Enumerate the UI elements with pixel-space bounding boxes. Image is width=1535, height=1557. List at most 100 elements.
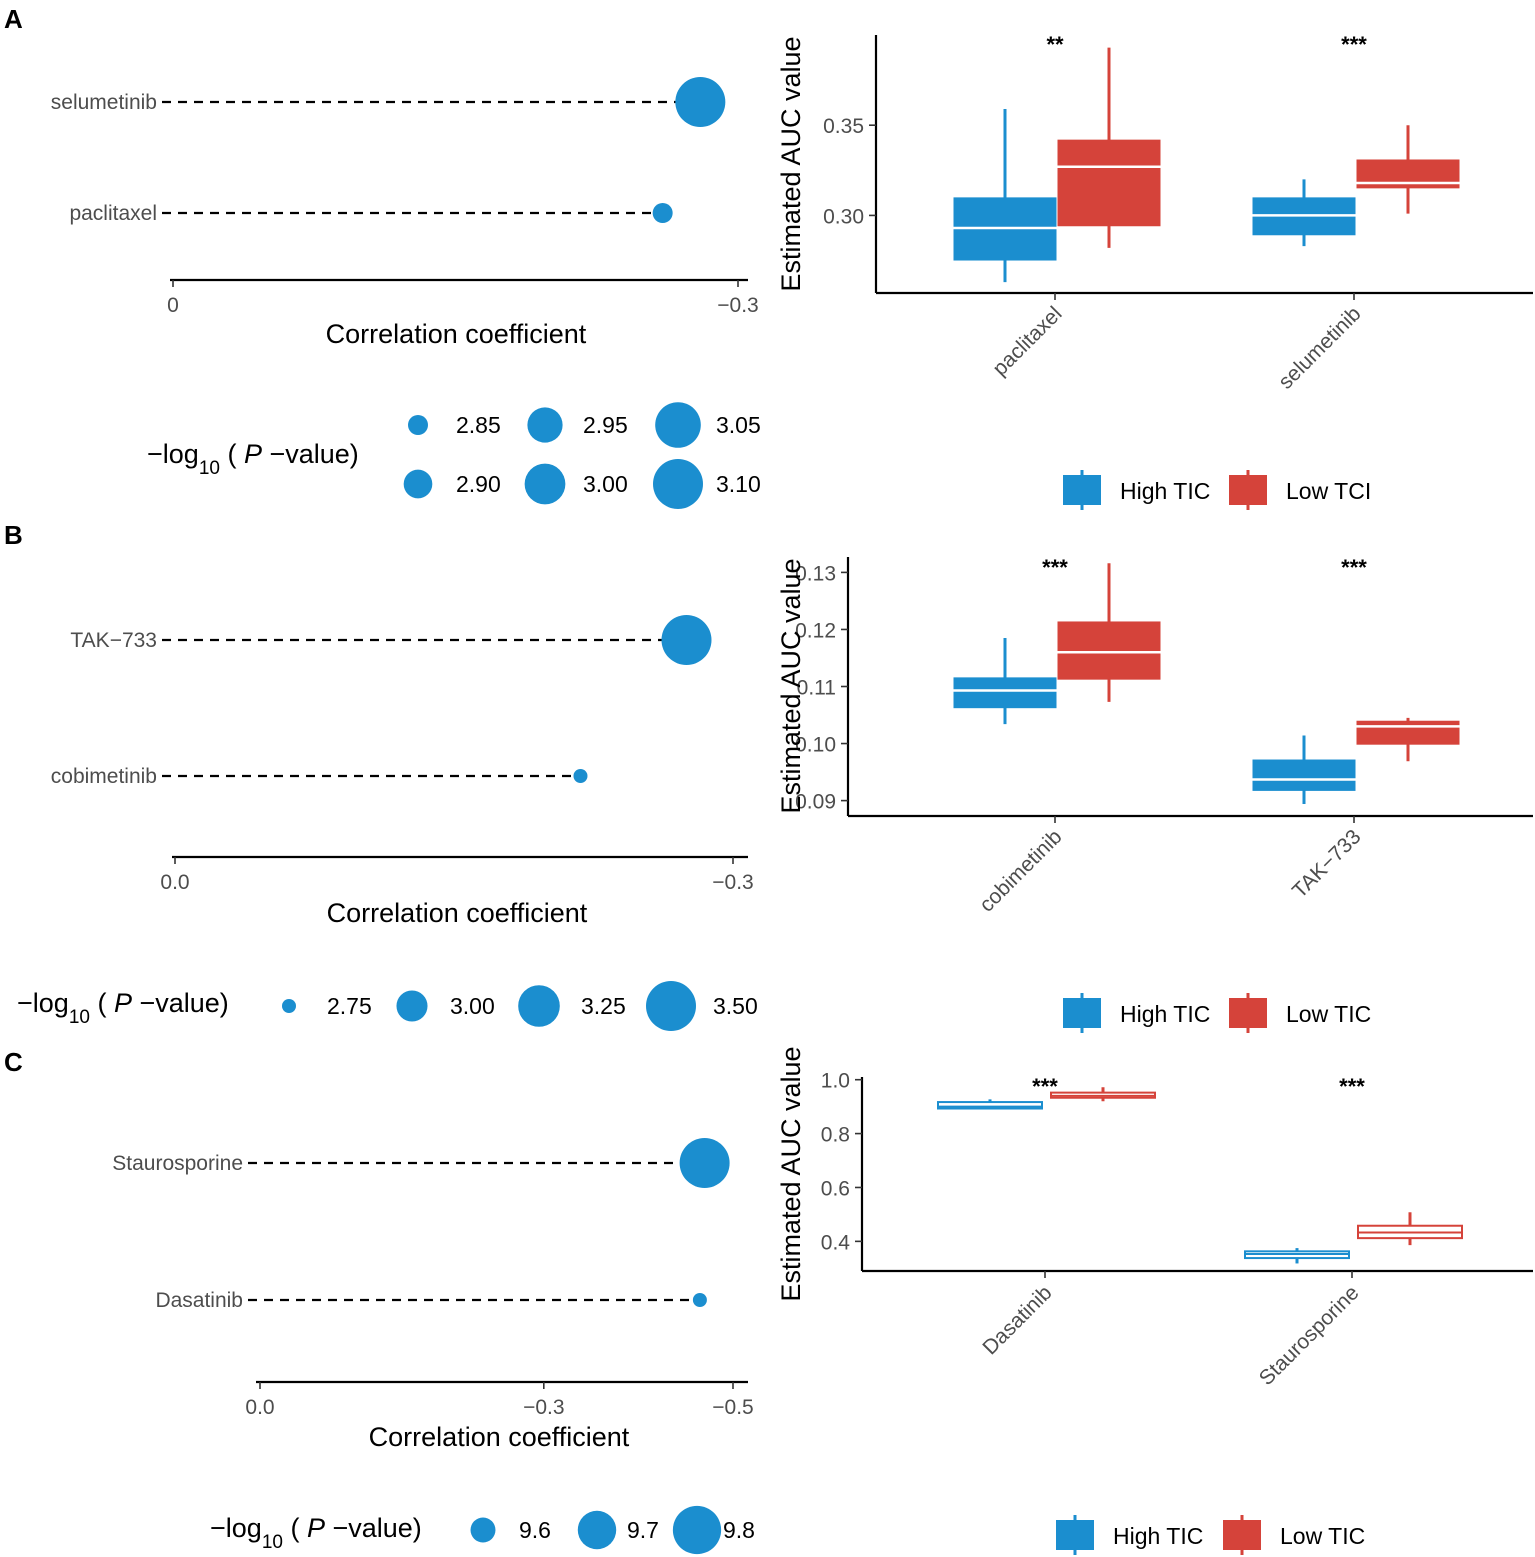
legend-label: 2.95 [583, 412, 628, 438]
x-category-label: cobimetinib [975, 825, 1066, 916]
drug-label: TAK−733 [70, 629, 157, 652]
y-tick-label: 0.11 [797, 677, 836, 700]
significance-label: *** [1341, 32, 1367, 57]
size-legend: −log10 ( P −value) 2.75 3.00 3.25 3.50 [17, 981, 758, 1031]
legend-title-prefix: −log [17, 988, 69, 1018]
y-axis-title: Estimated AUC value [776, 36, 806, 291]
significance-label: *** [1042, 555, 1068, 580]
legend-label: 2.85 [456, 412, 501, 438]
size-legend: −log10 ( P −value) 2.85 2.95 3.05 2.90 3.00 3.… [147, 402, 761, 509]
box-high-tic [937, 1099, 1043, 1110]
x-axis-title: Correlation coefficient [369, 1422, 630, 1452]
legend-label: 3.05 [716, 412, 761, 438]
box-body [953, 677, 1057, 709]
box-low-tic [1357, 1212, 1463, 1246]
legend-label: 9.6 [519, 1517, 551, 1543]
lollipop-point [679, 1138, 730, 1188]
box-high-tic [1244, 1248, 1350, 1264]
legend-size-key [527, 407, 563, 443]
legend-title-suffix: −value) [132, 988, 229, 1018]
legend-title-prefix: −log [210, 1513, 262, 1543]
box-body [1057, 621, 1161, 680]
legend-title: −log10 ( P −value) [147, 439, 359, 479]
legend-size-key [524, 463, 566, 505]
legend-size-key [653, 459, 703, 509]
legend-title-ital: P [244, 439, 262, 469]
legend-title-ital: P [114, 988, 132, 1018]
legend-key [1063, 475, 1101, 505]
legend-title-sub: 10 [262, 1532, 283, 1553]
legend-size-key [408, 415, 428, 435]
legend-label: High TIC [1120, 1001, 1210, 1027]
x-axis-title: Correlation coefficient [326, 319, 587, 349]
legend-size-key [282, 999, 296, 1013]
legend-size-key [655, 402, 701, 448]
legend-key [1063, 998, 1101, 1028]
legend-size-key [646, 981, 696, 1031]
legend-label: High TIC [1113, 1523, 1203, 1549]
x-tick-label: −0.3 [712, 871, 753, 894]
x-category-label: Staurosporine [1255, 1281, 1364, 1390]
legend-label: Low TCI [1286, 478, 1371, 504]
panel-letter-b: B [4, 520, 23, 550]
group-legend: High TIC Low TIC [1056, 1515, 1365, 1555]
lollipop-chart-a: selumetinib paclitaxel 0 −0.3 Correlation co… [51, 77, 761, 509]
significance-label: ** [1046, 32, 1064, 57]
y-axis-title: Estimated AUC value [776, 1046, 806, 1301]
legend-title-suffix: −value) [262, 439, 359, 469]
legend-key [1056, 1520, 1094, 1550]
significance-label: *** [1339, 1074, 1365, 1099]
lollipop-chart-b: TAK−733 cobimetinib 0.0 −0.3 Correlation coe… [17, 615, 758, 1031]
x-tick-label: 0.0 [245, 1396, 274, 1419]
y-tick-label: 0.10 [795, 734, 836, 757]
box-body [1356, 720, 1460, 745]
group-legend: High TIC Low TCI [1063, 470, 1371, 510]
legend-label: 3.10 [716, 471, 761, 497]
x-tick-label: 0.0 [160, 871, 189, 894]
legend-key [1223, 1520, 1261, 1550]
significance-label: *** [1032, 1074, 1058, 1099]
legend-size-key [577, 1510, 617, 1550]
legend-title-ital: P [307, 1513, 325, 1543]
y-tick-label: 0.6 [821, 1177, 850, 1200]
legend-title-mid: ( [283, 1513, 307, 1543]
legend-label: 2.90 [456, 471, 501, 497]
y-tick-label: 0.12 [795, 619, 836, 642]
box-high-tic [1252, 179, 1356, 247]
boxplot-chart-c: 0.4 0.6 0.8 1.0 Estimated AUC value Dasatinib… [776, 1046, 1533, 1555]
y-tick-label: 0.09 [795, 791, 836, 814]
box-high-tic [953, 638, 1057, 725]
box-low-tci [1356, 125, 1460, 214]
x-tick-label: −0.3 [523, 1396, 564, 1419]
legend-title-mid: ( [90, 988, 114, 1018]
legend-title-sub: 10 [69, 1007, 90, 1028]
y-tick-label: 0.8 [821, 1124, 850, 1147]
x-tick-label: −0.3 [717, 294, 758, 317]
lollipop-point [675, 77, 726, 127]
x-category-label: paclitaxel [988, 302, 1066, 380]
box-low-tic [1356, 717, 1460, 762]
x-category-label: selumetinib [1274, 302, 1365, 393]
drug-label: paclitaxel [69, 202, 157, 225]
legend-label: Low TIC [1286, 1001, 1371, 1027]
legend-title-sub: 10 [199, 458, 220, 479]
box-high-tic [953, 108, 1057, 283]
panel-letter-a: A [4, 4, 23, 34]
legend-label: High TIC [1120, 478, 1210, 504]
panel-letters: A B C [4, 4, 23, 1077]
legend-title-mid: ( [220, 439, 244, 469]
group-legend: High TIC Low TIC [1063, 993, 1371, 1033]
box-body [937, 1101, 1043, 1110]
box-body [1057, 139, 1161, 227]
drug-label: Staurosporine [112, 1152, 243, 1175]
legend-title-suffix: −value) [325, 1513, 422, 1543]
legend-size-key [403, 469, 433, 499]
y-tick-label: 0.35 [823, 115, 864, 138]
box-low-tic [1050, 1087, 1156, 1102]
legend-size-key [518, 985, 560, 1027]
legend-title: −log10 ( P −value) [210, 1513, 422, 1553]
y-tick-label: 0.4 [821, 1231, 851, 1254]
box-low-tci [1057, 47, 1161, 248]
